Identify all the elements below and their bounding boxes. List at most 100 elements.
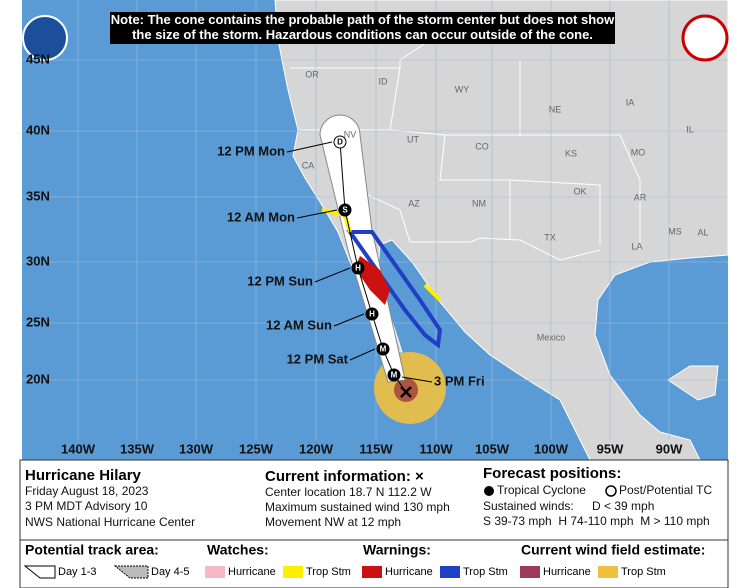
- current: Movement NW at 12 mph: [265, 515, 401, 529]
- legend-item: Hurricane: [385, 566, 433, 578]
- point-symbol: M: [380, 345, 387, 354]
- tc-label: Tropical Cyclone: [497, 483, 586, 497]
- lat-label: 25N: [26, 314, 50, 329]
- sustained-label: Sustained winds:: [483, 499, 574, 513]
- lat-label: 35N: [26, 188, 50, 203]
- leaders: [286, 141, 433, 383]
- info-panel: [19, 459, 729, 541]
- track-label: 12 AM Sun: [266, 317, 332, 332]
- lon-label: 120W: [299, 441, 334, 456]
- region-label: WY: [455, 84, 470, 94]
- detail: Friday August 18, 2023: [25, 484, 149, 498]
- lat-label: 40N: [26, 122, 50, 137]
- detail: NWS National Hurricane Center: [25, 515, 195, 529]
- legend-item: Trop Stm: [621, 566, 666, 578]
- region-label: OR: [305, 69, 319, 79]
- track-label: 3 PM Fri: [434, 373, 485, 388]
- region-label: NE: [549, 104, 562, 114]
- lon-label: 130W: [179, 441, 214, 456]
- lon-label: 125W: [239, 441, 274, 456]
- track-label: 12 PM Sun: [247, 273, 313, 288]
- region-label: MO: [631, 147, 646, 157]
- day45-icon: [113, 565, 149, 579]
- region-label: Mexico: [537, 332, 566, 342]
- hurricane-wind-field: [394, 378, 418, 402]
- legend-item: Hurricane: [228, 566, 276, 578]
- current: Center location 18.7 N 112.2 W: [265, 485, 432, 499]
- forecast-point: [387, 368, 401, 382]
- storm-name: Hurricane Hilary: [25, 467, 142, 484]
- region-label: IL: [686, 124, 694, 134]
- region-label: ID: [379, 76, 389, 86]
- region-label: CA: [302, 160, 315, 170]
- forecast-point: [365, 307, 379, 321]
- swatch: [520, 566, 540, 578]
- ptc-icon: [605, 485, 617, 497]
- region-label: MS: [668, 226, 682, 236]
- depression: D < 39 mph: [592, 499, 654, 513]
- lat-label: 30N: [26, 253, 50, 268]
- legend-item: Trop Stm: [463, 566, 508, 578]
- point-symbol: H: [369, 310, 375, 319]
- current-position: [400, 386, 412, 398]
- region-label: IA: [626, 97, 635, 107]
- legend-head: Current wind field estimate:: [521, 542, 705, 558]
- region-label: KS: [565, 148, 577, 158]
- ptc-label: Post/Potential TC: [619, 483, 712, 497]
- lat-label: 45N: [26, 51, 50, 66]
- legend-head: Potential track area:: [25, 542, 159, 558]
- region-label: UT: [407, 134, 419, 144]
- swatch: [205, 566, 225, 578]
- lon-label: 140W: [61, 441, 96, 456]
- trop-storm-warning: [423, 283, 442, 302]
- tc-icon: [484, 486, 494, 496]
- forecast-point: [338, 203, 352, 217]
- current-title: Current information: ×: [265, 468, 424, 485]
- lon-label: 100W: [534, 441, 569, 456]
- region-label: TX: [544, 232, 556, 242]
- current: Maximum sustained wind 130 mph: [265, 500, 450, 514]
- legend-item: Day 1-3: [58, 566, 97, 578]
- legend-head: Watches:: [207, 542, 269, 558]
- lon-label: 115W: [359, 441, 393, 456]
- yucatan: [667, 365, 719, 401]
- point-symbol: D: [337, 138, 343, 147]
- legend-head: Warnings:: [363, 542, 431, 558]
- region-label: NM: [472, 198, 486, 208]
- lon-label: 110W: [419, 441, 453, 456]
- categories: S 39-73 mph H 74-110 mph M > 110 mph: [483, 514, 710, 528]
- region-label: AL: [697, 227, 708, 237]
- lat-label: 20N: [26, 371, 50, 386]
- noaa-logo: [22, 15, 68, 61]
- swatch: [283, 566, 303, 578]
- track-label: 12 PM Mon: [217, 143, 285, 158]
- point-symbol: M: [391, 371, 398, 380]
- trop-storm-watch: [346, 230, 443, 349]
- region-label: OK: [573, 186, 586, 196]
- region-label: LA: [631, 241, 642, 251]
- forecast-point: [376, 342, 390, 356]
- borders: [290, 39, 641, 261]
- day13-icon: [23, 565, 56, 579]
- legend-item: Hurricane: [543, 566, 591, 578]
- region-label: CO: [475, 141, 489, 151]
- region-label: AR: [634, 192, 647, 202]
- legend-panel: [19, 539, 729, 588]
- legend-item: Trop Stm: [306, 566, 351, 578]
- nws-logo: [681, 14, 729, 62]
- swatch: [440, 566, 460, 578]
- region-label: NV: [344, 129, 357, 139]
- detail: 3 PM MDT Advisory 10: [25, 499, 148, 513]
- note: Note: The cone contains the probable pat…: [110, 12, 615, 44]
- region-label: AZ: [408, 198, 420, 208]
- forecast-title: Forecast positions:: [483, 465, 621, 482]
- land: [274, 0, 729, 461]
- lon-label: 95W: [597, 441, 624, 456]
- lon-label: 105W: [475, 441, 510, 456]
- lon-label: 135W: [120, 441, 155, 456]
- track-label: 12 AM Mon: [227, 209, 295, 224]
- track-label: 12 PM Sat: [287, 351, 349, 366]
- forecast-point: [333, 135, 347, 149]
